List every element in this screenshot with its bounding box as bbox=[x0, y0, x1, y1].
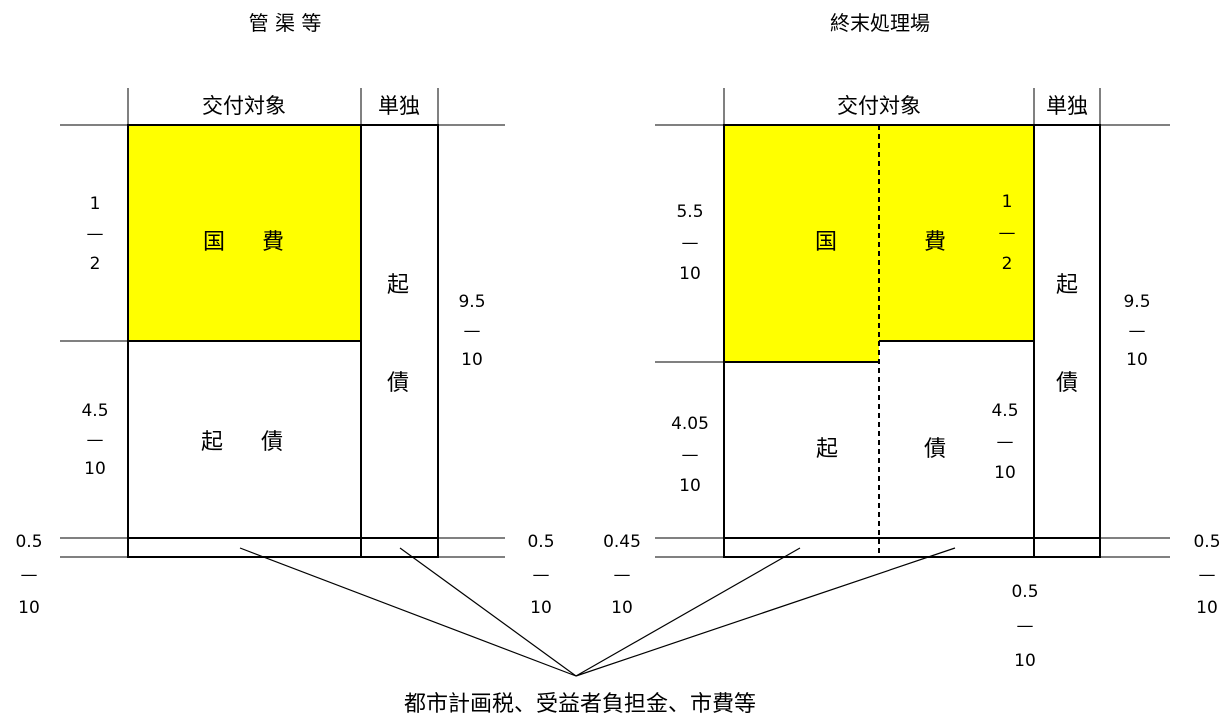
left-title: 管 渠 等 bbox=[249, 11, 322, 35]
svg-text:10: 10 bbox=[994, 463, 1016, 483]
right-frac-bottom-left: 0.45 — 10 bbox=[603, 532, 641, 618]
right-national-label-1: 国 bbox=[815, 230, 837, 255]
svg-text:9.5: 9.5 bbox=[458, 292, 485, 312]
left-header-single: 単独 bbox=[378, 94, 420, 118]
right-national-label-2: 費 bbox=[924, 230, 946, 255]
right-bond-label-1: 起 bbox=[816, 437, 838, 462]
svg-text:—: — bbox=[533, 565, 550, 585]
right-single-label-2: 債 bbox=[1056, 371, 1078, 396]
svg-text:—: — bbox=[682, 445, 699, 465]
left-bottom-strip bbox=[127, 537, 362, 558]
left-single-block bbox=[360, 124, 439, 539]
svg-text:10: 10 bbox=[679, 264, 701, 284]
svg-text:10: 10 bbox=[1126, 350, 1148, 370]
svg-text:4.05: 4.05 bbox=[671, 414, 709, 434]
svg-text:4.5: 4.5 bbox=[991, 401, 1018, 421]
svg-text:5.5: 5.5 bbox=[676, 202, 703, 222]
svg-text:0.5: 0.5 bbox=[15, 532, 42, 552]
svg-text:0.5: 0.5 bbox=[1011, 582, 1038, 602]
right-title: 終末処理場 bbox=[830, 11, 930, 35]
svg-text:10: 10 bbox=[530, 598, 552, 618]
svg-text:—: — bbox=[682, 233, 699, 253]
svg-text:—: — bbox=[1129, 321, 1146, 341]
left-frac-top: 1 — 2 bbox=[87, 194, 104, 274]
right-frac-mid-left: 4.05 — 10 bbox=[671, 414, 709, 496]
left-frac-bottom-left: 0.5 — 10 bbox=[15, 532, 42, 618]
svg-text:10: 10 bbox=[611, 598, 633, 618]
svg-text:—: — bbox=[614, 565, 631, 585]
svg-text:10: 10 bbox=[18, 598, 40, 618]
svg-text:2: 2 bbox=[90, 254, 101, 274]
left-frac-mid: 4.5 — 10 bbox=[81, 401, 108, 479]
right-header-subsidy: 交付対象 bbox=[837, 94, 921, 118]
left-header-subsidy: 交付対象 bbox=[202, 94, 286, 118]
leader-line bbox=[399, 547, 577, 677]
right-single-label-1: 起 bbox=[1056, 273, 1078, 298]
right-single-bottom-strip bbox=[1033, 537, 1101, 558]
left-bond-block bbox=[127, 340, 362, 539]
svg-text:2: 2 bbox=[1002, 254, 1013, 274]
svg-text:0.45: 0.45 bbox=[603, 532, 641, 552]
svg-text:10: 10 bbox=[679, 476, 701, 496]
left-diagram: 管 渠 等 交付対象 単独 国 費 起 債 起 債 1 — bbox=[15, 11, 554, 618]
left-frac-single: 9.5 — 10 bbox=[458, 292, 485, 370]
right-frac-mid-inner: 4.5 — 10 bbox=[991, 401, 1018, 483]
left-national-block bbox=[127, 124, 362, 342]
svg-text:—: — bbox=[997, 432, 1014, 452]
svg-text:10: 10 bbox=[461, 350, 483, 370]
svg-text:—: — bbox=[21, 565, 38, 585]
leader-line bbox=[575, 547, 956, 677]
right-frac-bottom-center: 0.5 — 10 bbox=[1011, 582, 1038, 671]
svg-text:—: — bbox=[1017, 616, 1034, 636]
svg-text:1: 1 bbox=[90, 194, 101, 214]
bottom-label: 都市計画税、受益者負担金、市費等 bbox=[404, 692, 756, 717]
right-national-block-left bbox=[724, 125, 879, 362]
svg-text:10: 10 bbox=[1196, 598, 1218, 618]
right-frac-single: 9.5 — 10 bbox=[1123, 292, 1150, 370]
svg-text:—: — bbox=[999, 223, 1016, 243]
svg-text:10: 10 bbox=[84, 459, 106, 479]
left-frac-bottom-right: 0.5 — 10 bbox=[527, 532, 554, 618]
right-frac-top-left: 5.5 — 10 bbox=[676, 202, 703, 284]
svg-text:0.5: 0.5 bbox=[1193, 532, 1220, 552]
svg-text:0.5: 0.5 bbox=[527, 532, 554, 552]
leader-line bbox=[239, 547, 577, 677]
left-national-label-1: 国 bbox=[203, 230, 225, 255]
svg-text:10: 10 bbox=[1014, 651, 1036, 671]
svg-text:1: 1 bbox=[1002, 192, 1013, 212]
left-bond-label-2: 債 bbox=[261, 430, 283, 455]
svg-text:—: — bbox=[1199, 565, 1216, 585]
left-single-label-2: 債 bbox=[387, 371, 409, 396]
leader-line bbox=[575, 547, 801, 677]
svg-text:—: — bbox=[87, 430, 104, 450]
svg-text:4.5: 4.5 bbox=[81, 401, 108, 421]
right-national-block-right bbox=[879, 125, 1034, 341]
svg-text:9.5: 9.5 bbox=[1123, 292, 1150, 312]
right-frac-top-inner: 1 — 2 bbox=[999, 192, 1016, 274]
right-diagram: 終末処理場 交付対象 単独 国 費 起 債 起 債 bbox=[603, 11, 1220, 671]
left-single-label-1: 起 bbox=[387, 273, 409, 298]
right-single-block bbox=[1033, 124, 1101, 539]
svg-text:—: — bbox=[87, 224, 104, 244]
right-header-single: 単独 bbox=[1046, 94, 1088, 118]
left-national-label-2: 費 bbox=[262, 230, 284, 255]
left-single-bottom-strip bbox=[360, 537, 439, 558]
right-bond-label-2: 債 bbox=[924, 437, 946, 462]
svg-text:—: — bbox=[464, 321, 481, 341]
right-frac-bottom-right: 0.5 — 10 bbox=[1193, 532, 1220, 618]
leader-lines bbox=[239, 547, 956, 677]
left-bond-label-1: 起 bbox=[201, 430, 223, 455]
